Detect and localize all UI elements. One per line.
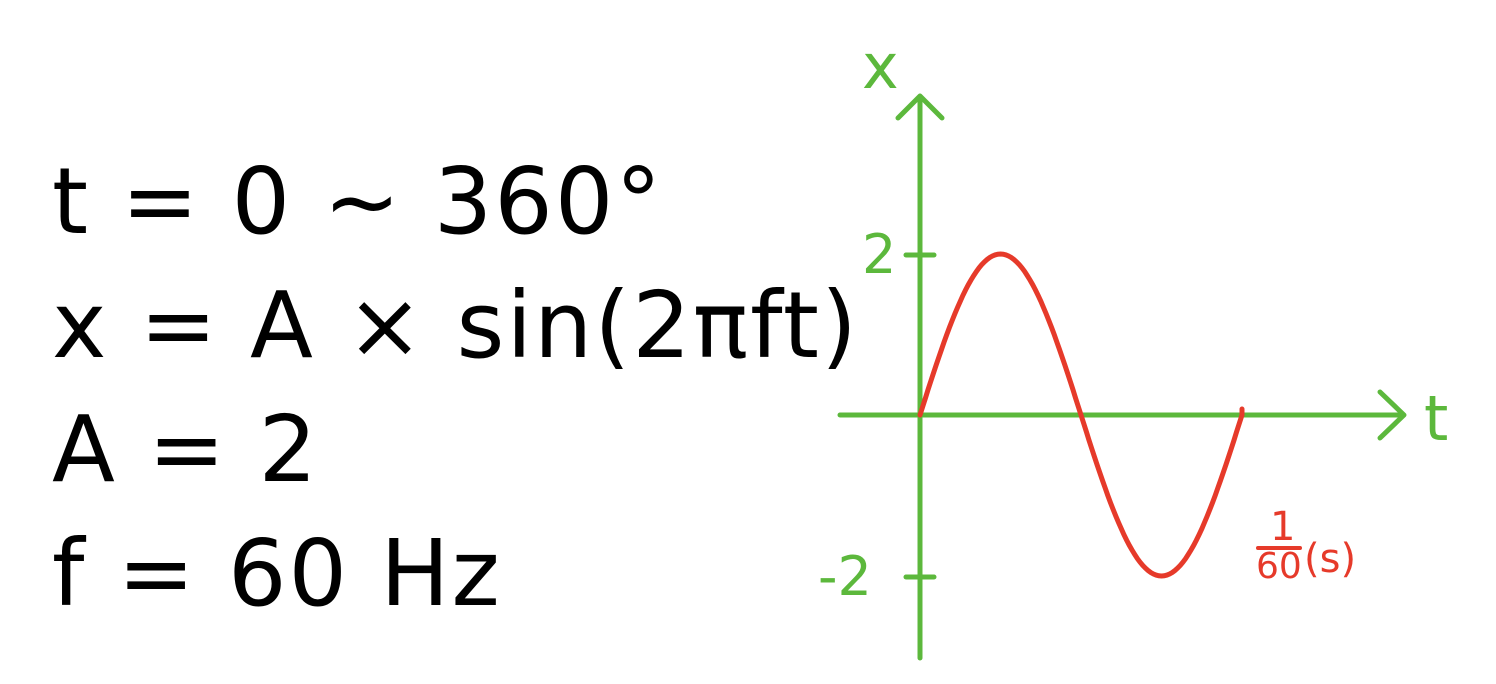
- sine-curve: [917, 251, 1245, 579]
- period-unit: (s): [1304, 536, 1356, 582]
- y-tick-top-label: 2: [862, 223, 896, 286]
- equation-block: t = 0 ~ 360° x = A × sin(2πft) A = 2 f =…: [52, 140, 859, 636]
- y-axis-arrow: [895, 93, 945, 121]
- x-axis-label: t: [1424, 382, 1448, 455]
- y-tick-bottom-label: -2: [818, 545, 872, 608]
- equation-displacement: x = A × sin(2πft): [52, 272, 859, 379]
- y-axis-label: x: [862, 30, 899, 103]
- equation-frequency: f = 60 Hz: [52, 520, 502, 627]
- period-denominator: 60: [1256, 546, 1302, 587]
- period-numerator: 1: [1270, 504, 1295, 550]
- equation-time-range: t = 0 ~ 360°: [52, 148, 664, 255]
- x-axis-arrow: [1377, 389, 1407, 441]
- equation-amplitude: A = 2: [52, 396, 320, 503]
